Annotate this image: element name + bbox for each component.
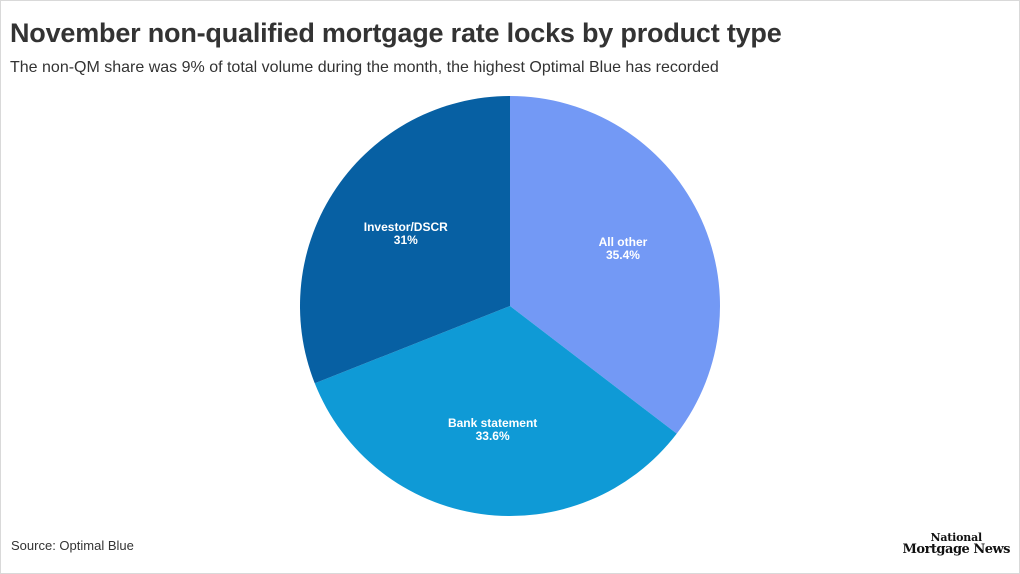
logo-line-2: Mortgage News [902, 542, 1011, 557]
national-mortgage-news-logo: National Mortgage News [902, 531, 1011, 557]
pie-slice-all-other [510, 96, 720, 434]
slice-value-all-other: 35.4% [606, 248, 640, 262]
slice-label-all-other: All other [599, 235, 648, 249]
slice-label-bank-statement: Bank statement [448, 416, 537, 430]
pie-slice-bank-statement [314, 306, 677, 516]
chart-subtitle: The non-QM share was 9% of total volume … [10, 59, 719, 76]
slice-value-investor-dscr: 31% [394, 233, 418, 247]
slice-label-investor-dscr: Investor/DSCR [364, 220, 448, 234]
chart-title: November non-qualified mortgage rate loc… [10, 18, 782, 48]
logo-line-1: National [930, 531, 983, 544]
source-note: Source: Optimal Blue [11, 538, 134, 553]
slice-value-bank-statement: 33.6% [476, 429, 510, 443]
pie-slice-investor-dscr [300, 96, 510, 384]
